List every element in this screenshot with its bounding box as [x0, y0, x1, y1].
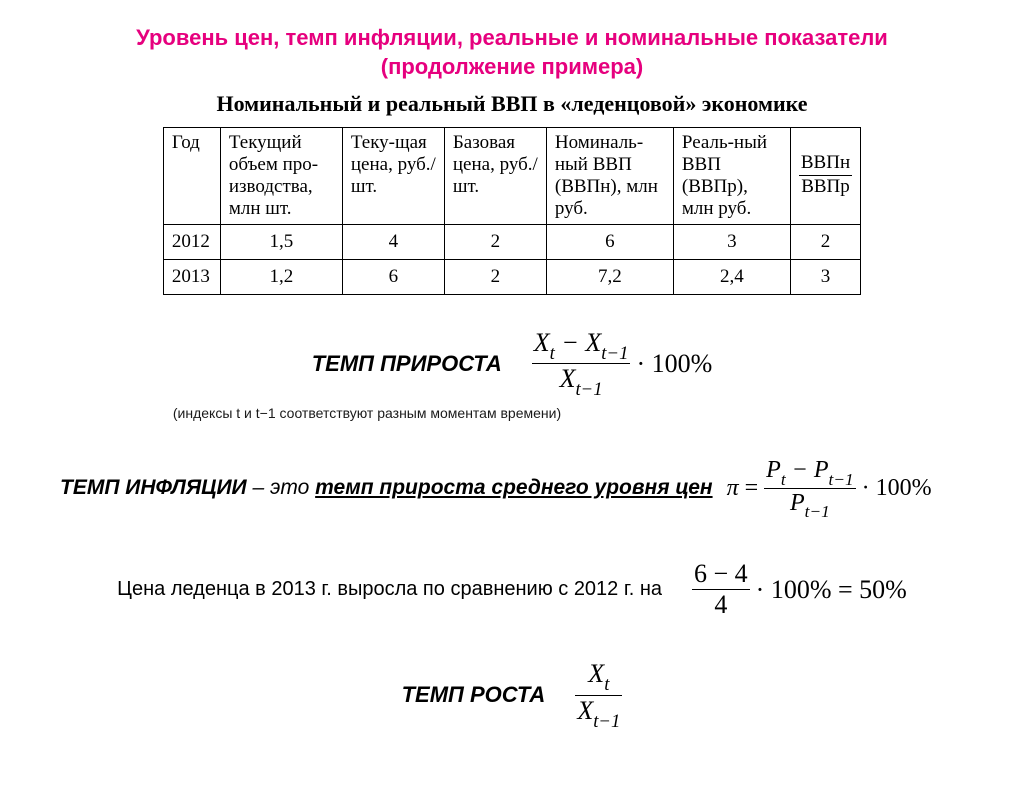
col-nominal-gdp: Номиналь-ный ВВП (ВВПн), млн руб.	[546, 128, 673, 224]
price-row: Цена леденца в 2013 г. выросла по сравне…	[0, 560, 1024, 620]
title-line2: (продолжение примера)	[381, 54, 644, 79]
growth-rate2-row: ТЕМП РОСТА Xt Xt−1	[0, 660, 1024, 731]
f-num-b: X	[585, 328, 601, 357]
price-text: Цена леденца в 2013 г. выросла по сравне…	[117, 578, 662, 601]
price-den: 4	[692, 590, 750, 620]
cell: 4	[342, 224, 444, 259]
pf-minus: −	[786, 457, 814, 483]
g2-num: X	[588, 659, 604, 688]
pf-num-a-sub: t	[781, 470, 786, 489]
col-ratio: ВВПн ВВПр	[790, 128, 860, 224]
pf-num-b: P	[814, 457, 829, 483]
inflation-def: ТЕМП ИНФЛЯЦИИ – это темп прироста средне…	[60, 476, 713, 500]
inflation-dash: – это	[247, 476, 315, 499]
growth-rate2-label: ТЕМП РОСТА	[402, 682, 546, 708]
growth-note: (индексы t и t−1 соответствуют разным мо…	[80, 405, 944, 421]
f-num-a: X	[534, 328, 550, 357]
table-row: 2013 1,2 6 2 7,2 2,4 3	[163, 259, 860, 294]
ratio-den: ВВПр	[799, 176, 852, 198]
g2-num-sub: t	[604, 674, 609, 695]
pf-tail: · 100%	[862, 475, 932, 502]
growth-rate-formula: Xt − Xt−1 Xt−1 · 100%	[532, 329, 713, 400]
f-den-sub: t−1	[575, 379, 602, 400]
cell: 6	[342, 259, 444, 294]
cell: 1,5	[220, 224, 342, 259]
growth-rate-row: ТЕМП ПРИРОСТА Xt − Xt−1 Xt−1 · 100%	[80, 329, 944, 400]
inflation-def-text: темп прироста среднего уровня цен	[315, 476, 712, 499]
cell: 2	[444, 224, 546, 259]
growth-rate-label: ТЕМП ПРИРОСТА	[312, 351, 502, 377]
cell: 2012	[163, 224, 220, 259]
pf-num-b-sub: t−1	[829, 470, 854, 489]
growth-rate-section: ТЕМП ПРИРОСТА Xt − Xt−1 Xt−1 · 100% (инд…	[0, 329, 1024, 422]
price-num: 6 − 4	[692, 560, 750, 591]
g2-den-sub: t−1	[593, 711, 620, 732]
gdp-table: Год Текущий объем про-изводства, млн шт.…	[163, 127, 861, 294]
pf-den: P	[790, 490, 805, 516]
cell: 1,2	[220, 259, 342, 294]
cell: 7,2	[546, 259, 673, 294]
f-den: X	[560, 364, 576, 393]
col-base-price: Базовая цена, руб./шт.	[444, 128, 546, 224]
pi-symbol: π	[727, 475, 739, 502]
col-volume: Текущий объем про-изводства, млн шт.	[220, 128, 342, 224]
price-formula: 6 − 4 4 · 100% = 50%	[692, 560, 907, 620]
eq-sign: =	[745, 475, 759, 502]
title-line1: Уровень цен, темп инфляции, реальные и н…	[136, 25, 888, 50]
f-minus: −	[555, 328, 586, 357]
gdp-table-wrap: Год Текущий объем про-изводства, млн шт.…	[0, 127, 1024, 294]
inflation-formula: π = Pt − Pt−1 Pt−1 · 100%	[727, 457, 932, 520]
page-title: Уровень цен, темп инфляции, реальные и н…	[0, 24, 1024, 81]
cell: 2013	[163, 259, 220, 294]
inflation-row: ТЕМП ИНФЛЯЦИИ – это темп прироста средне…	[0, 457, 1024, 520]
table-header-row: Год Текущий объем про-изводства, млн шт.…	[163, 128, 860, 224]
table-row: 2012 1,5 4 2 6 3 2	[163, 224, 860, 259]
inflation-label: ТЕМП ИНФЛЯЦИИ	[60, 476, 247, 499]
col-curr-price: Теку-щая цена, руб./шт.	[342, 128, 444, 224]
cell: 2,4	[673, 259, 790, 294]
price-tail: · 100% = 50%	[756, 575, 907, 605]
f-num-a-sub: t	[550, 343, 555, 364]
pf-num-a: P	[766, 457, 781, 483]
f-tail: · 100%	[636, 349, 712, 379]
subtitle: Номинальный и реальный ВВП в «леденцовой…	[0, 91, 1024, 117]
cell: 6	[546, 224, 673, 259]
cell: 3	[673, 224, 790, 259]
cell: 3	[790, 259, 860, 294]
pf-den-sub: t−1	[805, 502, 830, 521]
growth-rate2-formula: Xt Xt−1	[575, 660, 622, 731]
col-real-gdp: Реаль-ный ВВП (ВВПр), млн руб.	[673, 128, 790, 224]
cell: 2	[790, 224, 860, 259]
g2-den: X	[577, 696, 593, 725]
cell: 2	[444, 259, 546, 294]
col-year: Год	[163, 128, 220, 224]
ratio-num: ВВПн	[799, 153, 852, 176]
f-num-b-sub: t−1	[601, 343, 628, 364]
